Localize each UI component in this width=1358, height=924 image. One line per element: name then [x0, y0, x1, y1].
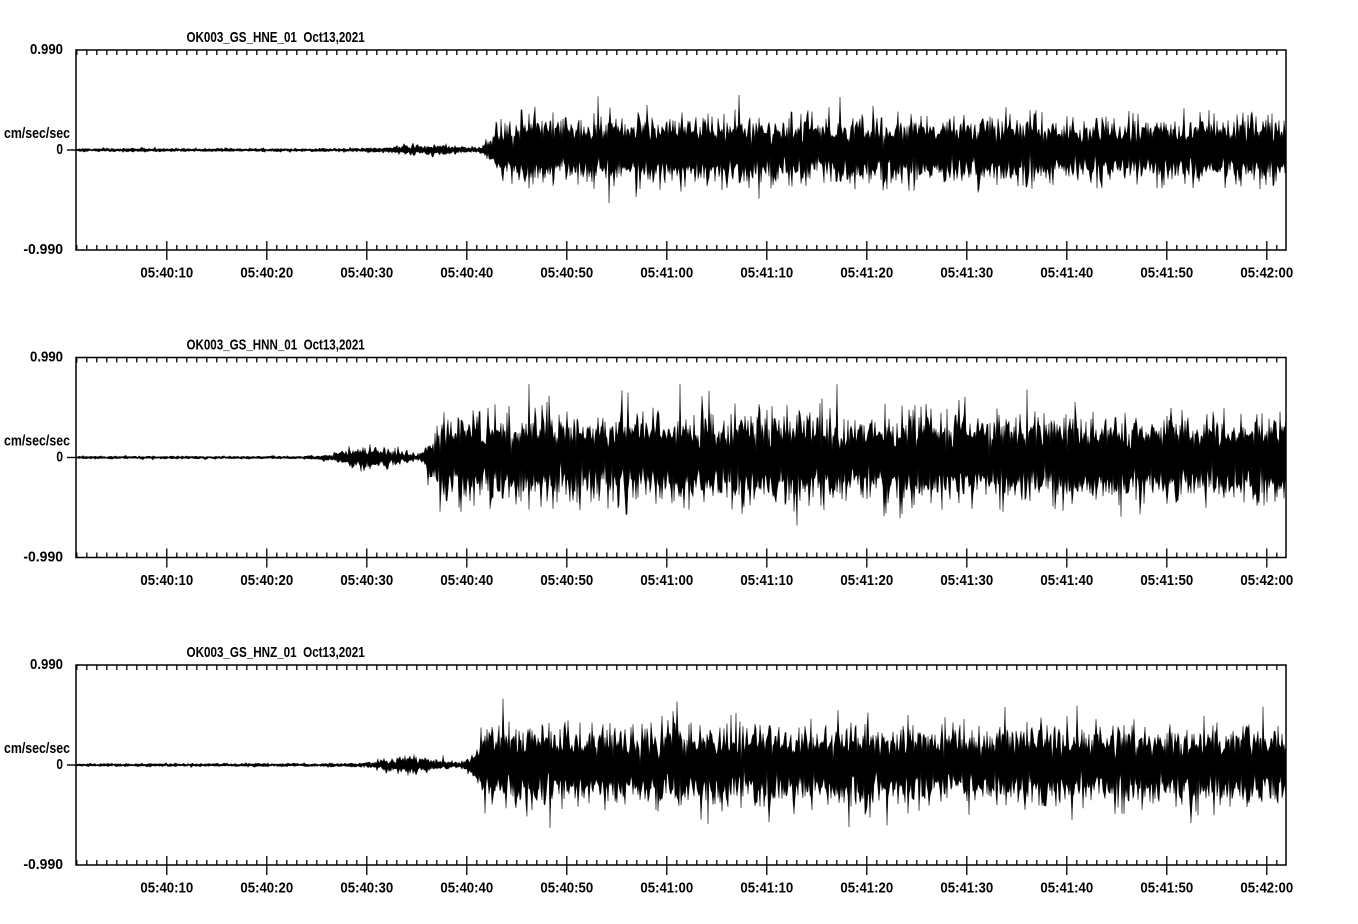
svg-text:05:40:50: 05:40:50 [540, 880, 593, 897]
svg-text:05:41:20: 05:41:20 [840, 880, 893, 897]
svg-text:0.990: 0.990 [30, 349, 63, 366]
svg-text:05:41:20: 05:41:20 [840, 572, 893, 589]
svg-text:05:41:00: 05:41:00 [640, 265, 693, 282]
svg-text:05:41:50: 05:41:50 [1140, 880, 1193, 897]
svg-text:05:40:20: 05:40:20 [240, 572, 293, 589]
svg-text:-0.990: -0.990 [23, 241, 63, 258]
svg-text:0: 0 [56, 449, 63, 466]
svg-text:05:40:10: 05:40:10 [140, 265, 193, 282]
svg-text:05:40:30: 05:40:30 [340, 265, 393, 282]
svg-text:05:40:30: 05:40:30 [340, 880, 393, 897]
svg-text:05:40:10: 05:40:10 [140, 572, 193, 589]
svg-text:05:40:50: 05:40:50 [540, 265, 593, 282]
svg-text:0: 0 [56, 756, 63, 773]
svg-text:05:41:00: 05:41:00 [640, 880, 693, 897]
svg-text:05:41:50: 05:41:50 [1140, 265, 1193, 282]
svg-text:05:40:50: 05:40:50 [540, 572, 593, 589]
svg-text:05:41:30: 05:41:30 [940, 880, 993, 897]
svg-text:cm/sec/sec: cm/sec/sec [4, 125, 70, 142]
svg-text:05:42:00: 05:42:00 [1240, 880, 1293, 897]
svg-text:0: 0 [56, 141, 63, 158]
svg-text:05:41:10: 05:41:10 [740, 265, 793, 282]
svg-text:05:41:40: 05:41:40 [1040, 880, 1093, 897]
svg-text:05:41:40: 05:41:40 [1040, 572, 1093, 589]
svg-text:-0.990: -0.990 [23, 856, 63, 873]
svg-text:-0.990: -0.990 [23, 549, 63, 566]
svg-text:OK003_GS_HNE_01 Oct13,2021: OK003_GS_HNE_01 Oct13,2021 [187, 29, 365, 46]
svg-text:05:41:20: 05:41:20 [840, 265, 893, 282]
svg-text:05:41:30: 05:41:30 [940, 265, 993, 282]
svg-text:05:40:40: 05:40:40 [440, 572, 493, 589]
svg-text:05:40:30: 05:40:30 [340, 572, 393, 589]
svg-text:OK003_GS_HNN_01 Oct13,2021: OK003_GS_HNN_01 Oct13,2021 [187, 336, 365, 353]
svg-text:0.990: 0.990 [30, 41, 63, 58]
svg-text:cm/sec/sec: cm/sec/sec [4, 740, 70, 757]
svg-text:05:41:40: 05:41:40 [1040, 265, 1093, 282]
svg-text:05:40:10: 05:40:10 [140, 880, 193, 897]
svg-text:05:42:00: 05:42:00 [1240, 265, 1293, 282]
svg-text:05:41:50: 05:41:50 [1140, 572, 1193, 589]
svg-text:05:41:00: 05:41:00 [640, 572, 693, 589]
svg-text:05:42:00: 05:42:00 [1240, 572, 1293, 589]
svg-text:05:40:40: 05:40:40 [440, 880, 493, 897]
svg-text:05:41:30: 05:41:30 [940, 572, 993, 589]
svg-text:05:40:20: 05:40:20 [240, 265, 293, 282]
svg-text:05:40:40: 05:40:40 [440, 265, 493, 282]
svg-text:05:41:10: 05:41:10 [740, 880, 793, 897]
svg-text:0.990: 0.990 [30, 656, 63, 673]
svg-text:05:40:20: 05:40:20 [240, 880, 293, 897]
svg-text:OK003_GS_HNZ_01 Oct13,2021: OK003_GS_HNZ_01 Oct13,2021 [187, 644, 365, 661]
svg-text:05:41:10: 05:41:10 [740, 572, 793, 589]
svg-text:cm/sec/sec: cm/sec/sec [4, 433, 70, 450]
